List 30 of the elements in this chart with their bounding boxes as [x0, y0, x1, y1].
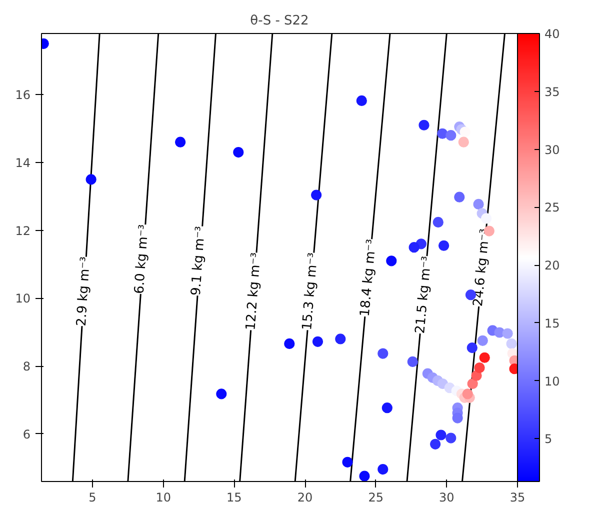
color-bar-label: 25 [544, 200, 560, 215]
color-bar-label: 10 [544, 374, 560, 388]
x-tick-label: 15 [226, 490, 242, 504]
annotation: 12.2 kg m⁻³ [244, 252, 264, 331]
annotation: 2.9 kg m⁻³ [74, 256, 94, 327]
y-tick-label: 16 [15, 88, 31, 102]
color-bar-label: 20 [544, 258, 560, 273]
color-bar-label: 5 [544, 432, 552, 446]
x-tick-label: 30 [439, 490, 454, 504]
color-bar-label: 35 [544, 84, 560, 99]
y-tick-label: 10 [15, 292, 31, 306]
y-tick-label: 14 [15, 156, 31, 170]
color-bar-label: 30 [544, 142, 560, 157]
color-bar-label: 15 [544, 316, 560, 330]
y-tick-label: 8 [22, 360, 31, 374]
annotation: 9.1 kg m⁻³ [188, 226, 209, 296]
annotation: 18.4 kg m⁻³ [358, 238, 380, 318]
x-tick-label: 5 [88, 490, 96, 504]
y-tick-label: 12 [15, 224, 31, 238]
x-tick-label: 25 [368, 490, 384, 504]
annotation: 21.5 kg m⁻³ [413, 256, 435, 334]
x-tick-label: 10 [156, 490, 171, 504]
annotation: 15.3 kg m⁻³ [300, 252, 322, 331]
annotation: 6.0 kg m⁻³ [132, 224, 152, 294]
chart-title: θ-S - S22 [250, 14, 309, 28]
x-tick-label: 35 [510, 490, 526, 504]
x-tick-label: 20 [297, 490, 313, 504]
color-bar-label: 40 [544, 27, 560, 41]
annotation: 24.6 kg m⁻³ [470, 228, 494, 308]
y-tick-label: 6 [22, 427, 31, 442]
